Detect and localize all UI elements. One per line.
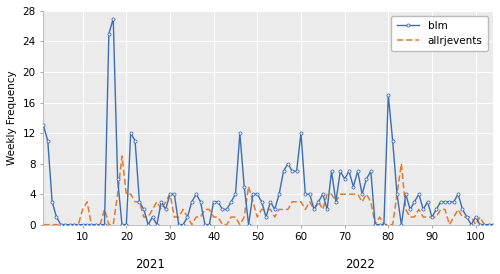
Y-axis label: Weekly Frequency: Weekly Frequency: [7, 70, 17, 165]
allrjevents: [268, 208, 274, 211]
allrjevents: [54, 223, 60, 226]
blm: [482, 223, 488, 226]
allrjevents: [455, 208, 461, 211]
Text: 2021: 2021: [135, 258, 165, 271]
allrjevents: [119, 154, 125, 158]
Line: blm: blm: [42, 17, 494, 226]
blm: [54, 215, 60, 219]
allrjevents: [176, 215, 182, 219]
Line: allrjevents: allrjevents: [44, 156, 493, 225]
blm: [58, 223, 64, 226]
blm: [272, 208, 278, 211]
blm: [180, 223, 186, 226]
blm: [40, 124, 46, 127]
allrjevents: [158, 208, 164, 211]
Legend: blm, allrjevents: blm, allrjevents: [392, 16, 488, 51]
blm: [162, 208, 168, 211]
allrjevents: [477, 215, 483, 219]
allrjevents: [490, 223, 496, 226]
blm: [490, 223, 496, 226]
blm: [110, 17, 116, 20]
Text: 2022: 2022: [345, 258, 375, 271]
blm: [460, 208, 466, 211]
allrjevents: [40, 223, 46, 226]
